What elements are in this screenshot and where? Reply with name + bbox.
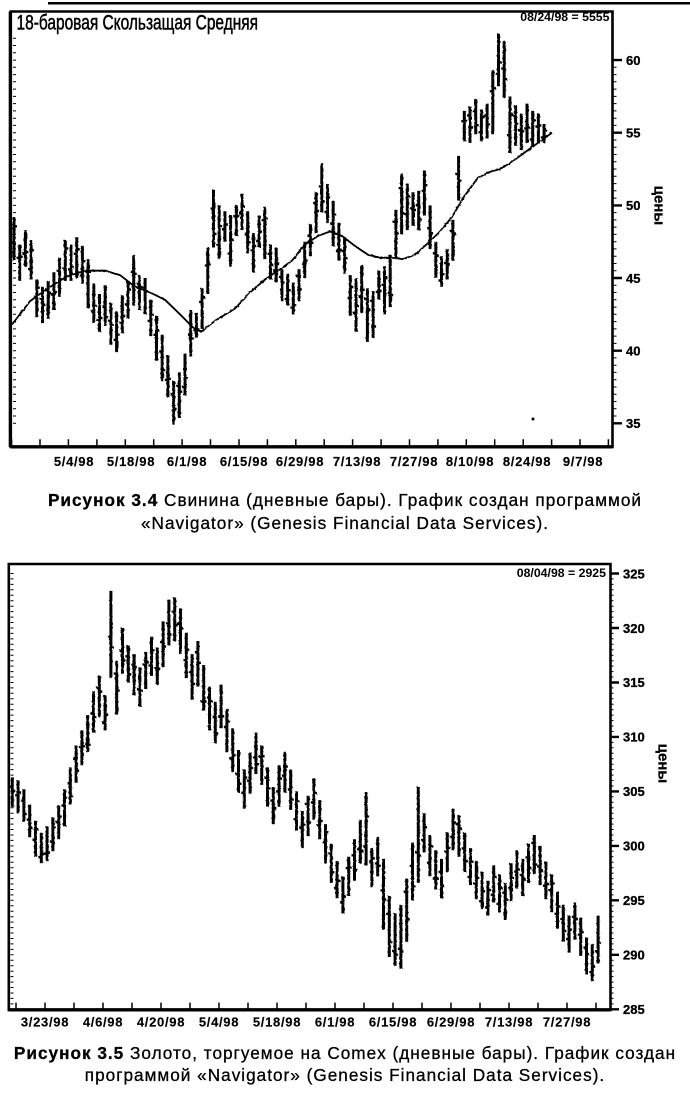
svg-text:285: 285 bbox=[623, 1002, 645, 1017]
svg-text:300: 300 bbox=[623, 839, 645, 854]
svg-text:5/18/98: 5/18/98 bbox=[253, 1015, 301, 1030]
svg-text:4/6/98: 4/6/98 bbox=[83, 1015, 123, 1030]
svg-text:45: 45 bbox=[626, 271, 640, 286]
svg-text:08/04/98 = 2925: 08/04/98 = 2925 bbox=[517, 566, 606, 580]
svg-text:7/13/98: 7/13/98 bbox=[485, 1015, 533, 1030]
svg-text:цены: цены bbox=[651, 186, 668, 225]
svg-text:5/4/98: 5/4/98 bbox=[54, 454, 94, 469]
svg-text:295: 295 bbox=[623, 893, 645, 908]
svg-text:18-баровая Скользащая Средняя: 18-баровая Скользащая Средняя bbox=[17, 10, 259, 34]
svg-text:35: 35 bbox=[626, 416, 640, 431]
svg-text:3/23/98: 3/23/98 bbox=[21, 1015, 69, 1030]
svg-text:315: 315 bbox=[623, 675, 645, 690]
svg-text:6/15/98: 6/15/98 bbox=[369, 1015, 417, 1030]
svg-text:310: 310 bbox=[623, 730, 645, 745]
svg-text:6/1/98: 6/1/98 bbox=[315, 1015, 355, 1030]
svg-text:6/15/98: 6/15/98 bbox=[220, 454, 268, 469]
svg-text:320: 320 bbox=[623, 621, 645, 636]
svg-text:6/29/98: 6/29/98 bbox=[276, 454, 324, 469]
svg-text:8/10/98: 8/10/98 bbox=[446, 454, 494, 469]
svg-text:6/29/98: 6/29/98 bbox=[427, 1015, 475, 1030]
svg-text:08/24/98 = 5555: 08/24/98 = 5555 bbox=[520, 10, 609, 24]
svg-text:4/20/98: 4/20/98 bbox=[137, 1015, 185, 1030]
svg-text:40: 40 bbox=[626, 344, 640, 359]
svg-text:290: 290 bbox=[623, 948, 645, 963]
svg-text:8/24/98: 8/24/98 bbox=[503, 454, 551, 469]
svg-text:6/1/98: 6/1/98 bbox=[167, 454, 207, 469]
svg-text:цены: цены bbox=[655, 744, 672, 783]
svg-text:9/7/98: 9/7/98 bbox=[563, 454, 603, 469]
svg-text:60: 60 bbox=[626, 53, 640, 68]
svg-text:5/4/98: 5/4/98 bbox=[199, 1015, 239, 1030]
svg-text:7/13/98: 7/13/98 bbox=[333, 454, 381, 469]
svg-text:305: 305 bbox=[623, 784, 645, 799]
svg-text:55: 55 bbox=[626, 126, 640, 141]
svg-text:7/27/98: 7/27/98 bbox=[390, 454, 438, 469]
svg-text:5/18/98: 5/18/98 bbox=[107, 454, 155, 469]
svg-text:50: 50 bbox=[626, 198, 640, 213]
svg-text:325: 325 bbox=[623, 566, 645, 581]
svg-text:7/27/98: 7/27/98 bbox=[543, 1015, 591, 1030]
